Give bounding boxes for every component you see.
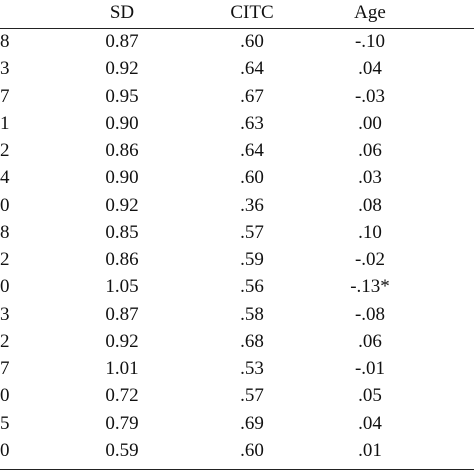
citc-value: .57 xyxy=(240,385,264,406)
cut-off-value: 0 xyxy=(0,195,10,216)
sd-value: 1.05 xyxy=(105,276,139,297)
sd-value: 0.86 xyxy=(105,249,139,270)
age-value: -.03 xyxy=(354,86,386,107)
age-value: .04 xyxy=(358,413,382,434)
sd-value: 0.87 xyxy=(105,304,139,325)
age-value: -.13* xyxy=(350,276,390,297)
cut-off-value: 0 xyxy=(0,385,10,406)
cut-off-value: 8 xyxy=(0,31,10,52)
citc-value: .67 xyxy=(240,86,264,107)
age-value: .03 xyxy=(358,167,382,188)
age-value: -.08 xyxy=(354,304,386,325)
column-header-age: Age xyxy=(354,2,386,23)
cut-off-value: 7 xyxy=(0,358,10,379)
citc-value: .63 xyxy=(240,113,264,134)
age-value: -.01 xyxy=(354,358,386,379)
sd-value: 0.90 xyxy=(105,167,139,188)
column-header-citc: CITC xyxy=(230,2,274,23)
sd-value: 0.92 xyxy=(105,58,139,79)
sd-value: 0.92 xyxy=(105,195,139,216)
age-value: .10 xyxy=(358,222,382,243)
table-bottom-rule xyxy=(0,469,474,470)
citc-value: .68 xyxy=(240,331,264,352)
sd-value: 0.92 xyxy=(105,331,139,352)
cut-off-value: 3 xyxy=(0,304,10,325)
sd-value: 0.72 xyxy=(105,385,139,406)
citc-value: .59 xyxy=(240,249,264,270)
citc-value: .69 xyxy=(240,413,264,434)
cut-off-value: 2 xyxy=(0,249,10,270)
cut-off-value: 8 xyxy=(0,222,10,243)
cut-off-value: 0 xyxy=(0,440,10,461)
cut-off-value: 5 xyxy=(0,413,10,434)
citc-value: .60 xyxy=(240,440,264,461)
sd-value: 0.59 xyxy=(105,440,139,461)
cut-off-value: 4 xyxy=(0,167,10,188)
citc-value: .36 xyxy=(240,195,264,216)
cut-off-value: 0 xyxy=(0,276,10,297)
citc-value: .56 xyxy=(240,276,264,297)
citc-value: .60 xyxy=(240,31,264,52)
sd-value: 1.01 xyxy=(105,358,139,379)
citc-value: .58 xyxy=(240,304,264,325)
table-top-rule xyxy=(0,28,474,29)
age-value: .00 xyxy=(358,113,382,134)
age-value: .05 xyxy=(358,385,382,406)
age-value: .06 xyxy=(358,140,382,161)
cut-off-value: 7 xyxy=(0,86,10,107)
age-value: -.10 xyxy=(354,31,386,52)
sd-value: 0.86 xyxy=(105,140,139,161)
age-value: .06 xyxy=(358,331,382,352)
cut-off-value: 1 xyxy=(0,113,10,134)
citc-value: .57 xyxy=(240,222,264,243)
sd-value: 0.95 xyxy=(105,86,139,107)
sd-value: 0.90 xyxy=(105,113,139,134)
age-value: .08 xyxy=(358,195,382,216)
sd-value: 0.79 xyxy=(105,413,139,434)
citc-value: .53 xyxy=(240,358,264,379)
age-value: .01 xyxy=(358,440,382,461)
column-header-sd: SD xyxy=(109,2,135,23)
citc-value: .64 xyxy=(240,58,264,79)
citc-value: .64 xyxy=(240,140,264,161)
citc-value: .60 xyxy=(240,167,264,188)
cut-off-value: 3 xyxy=(0,58,10,79)
sd-value: 0.87 xyxy=(105,31,139,52)
cut-off-value: 2 xyxy=(0,140,10,161)
age-value: .04 xyxy=(358,58,382,79)
age-value: -.02 xyxy=(354,249,386,270)
cut-off-value: 2 xyxy=(0,331,10,352)
sd-value: 0.85 xyxy=(105,222,139,243)
